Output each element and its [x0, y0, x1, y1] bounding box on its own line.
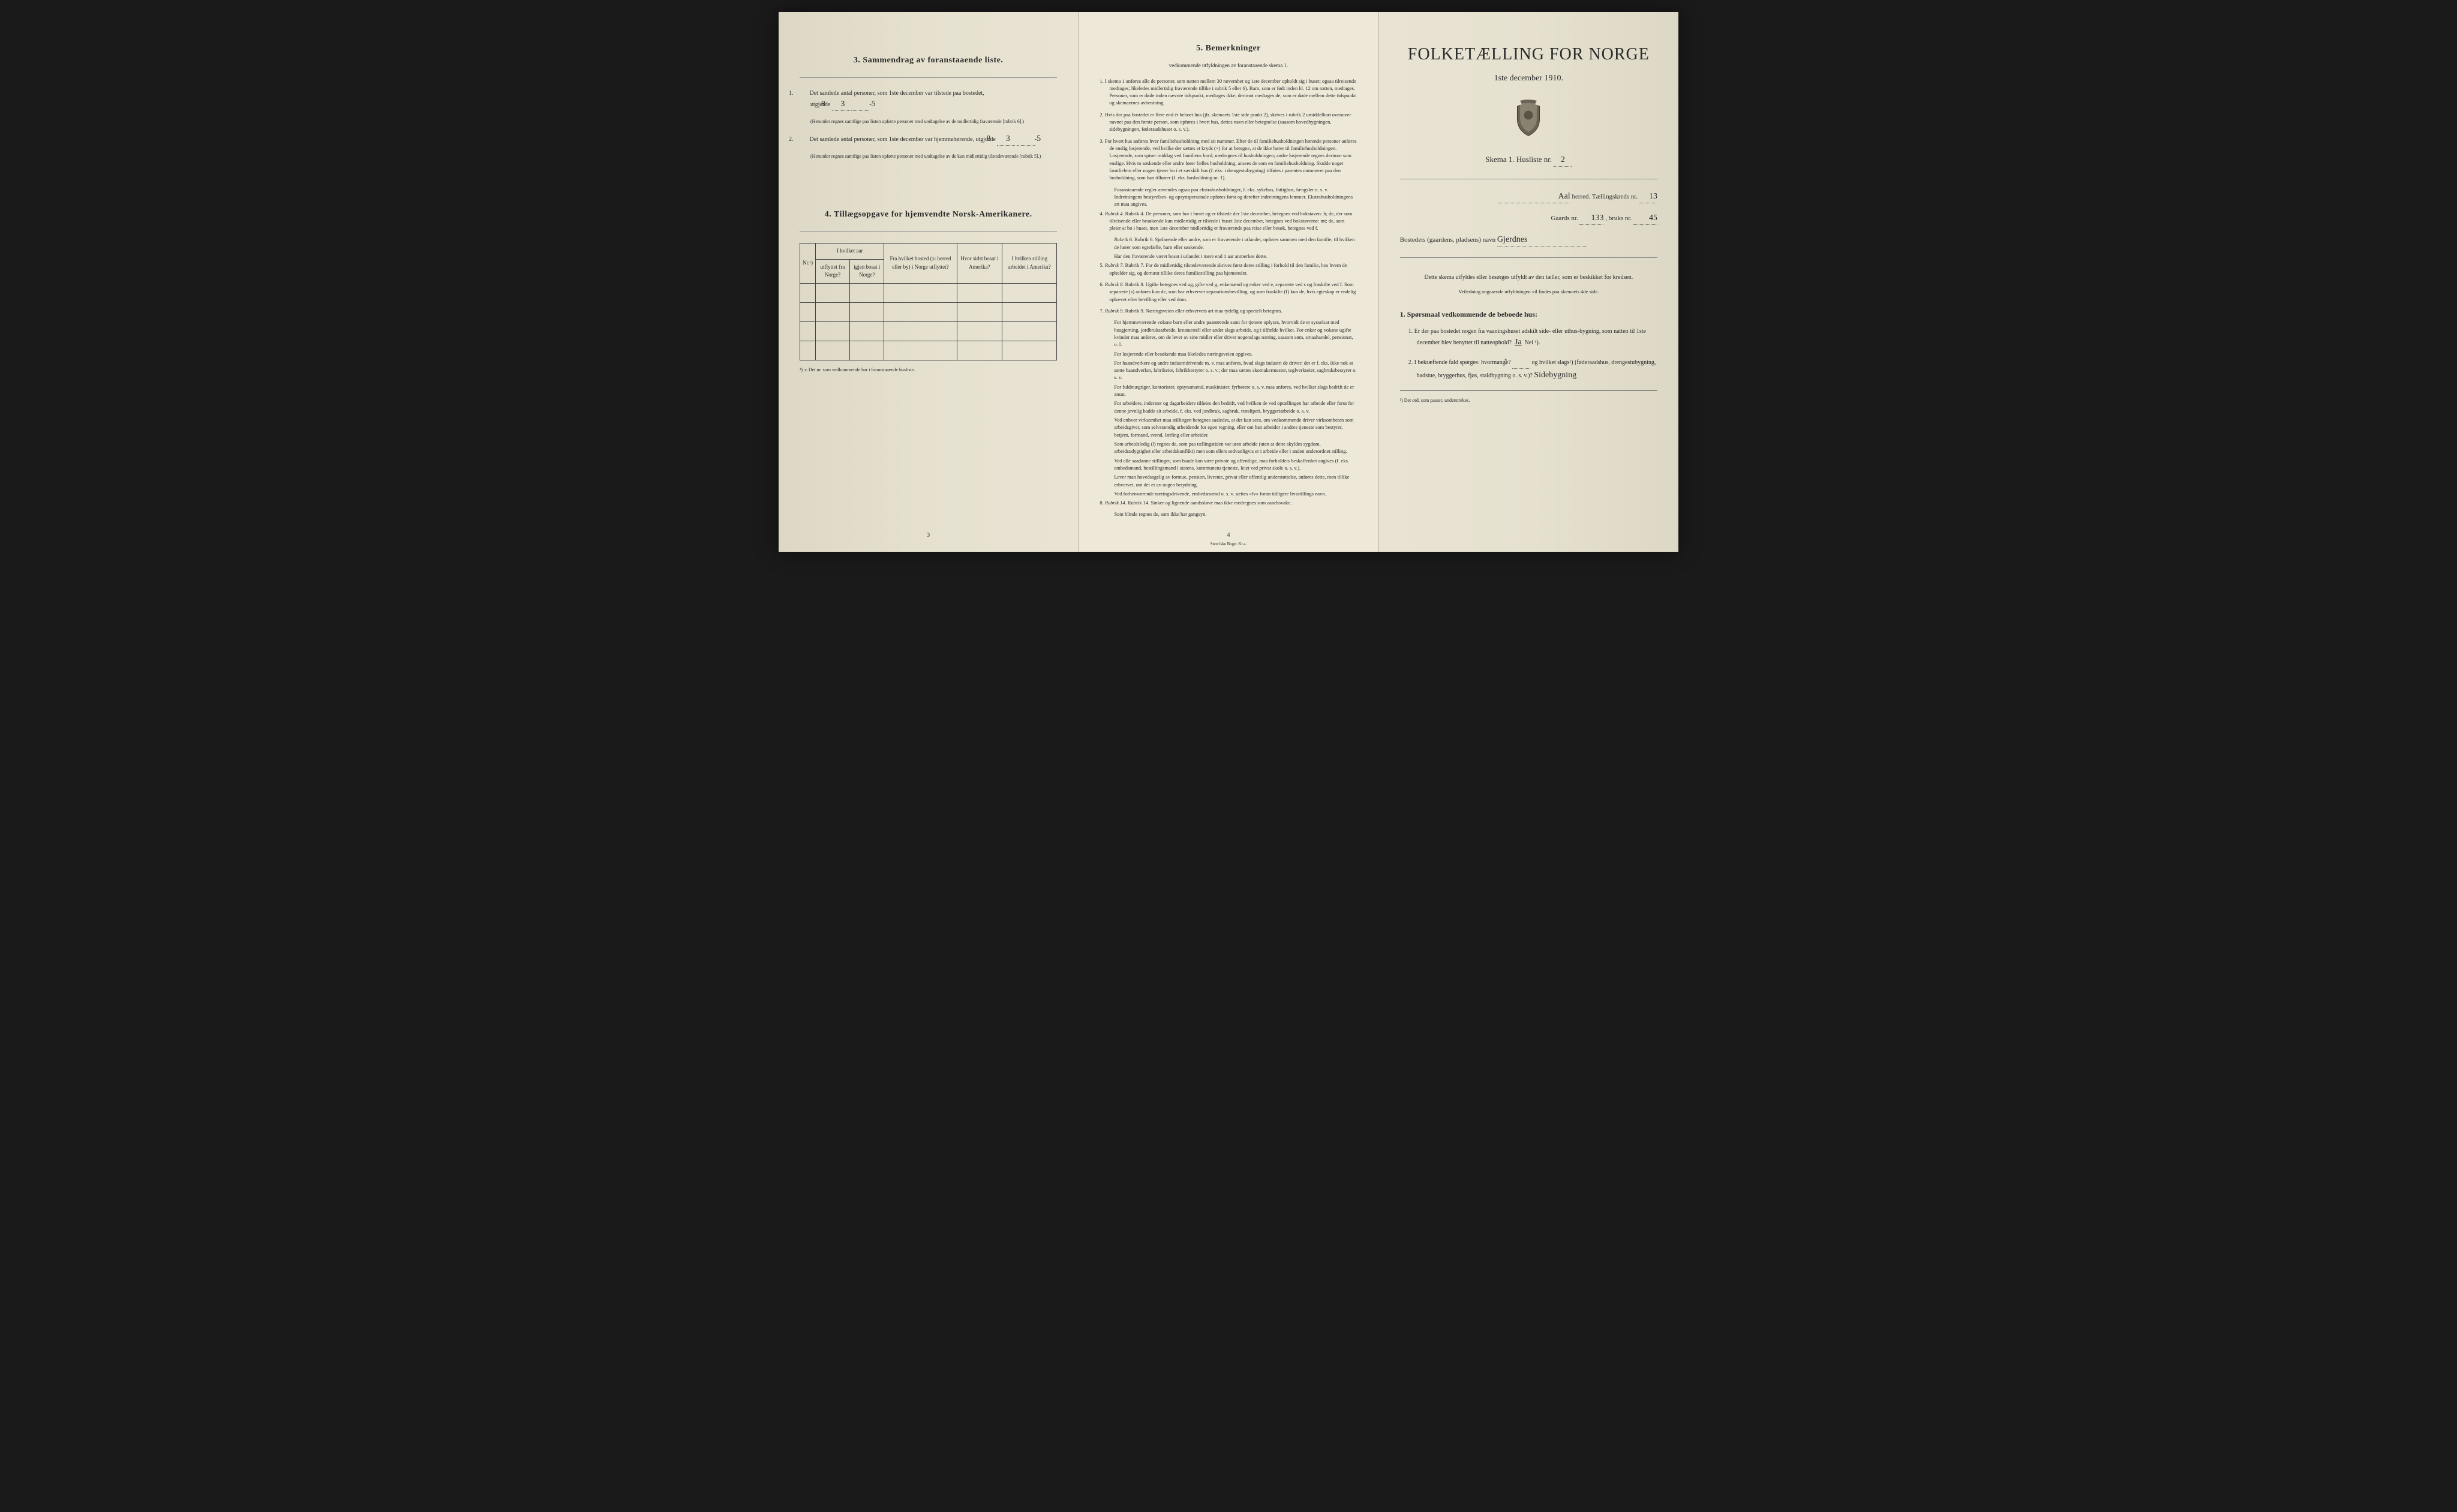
item-1-note: (Herunder regnes samtlige paa listen opf… — [800, 118, 1057, 125]
amerika-table: Nr.¹) I hvilket aar Fra hvilket bosted (… — [800, 243, 1057, 360]
remarks-list: 1. I skema 1 anføres alle de personer, s… — [1100, 77, 1357, 518]
section-4-title: 4. Tillægsopgave for hjemvendte Norsk-Am… — [800, 208, 1057, 221]
table-row — [800, 302, 1057, 321]
herred-line: Aal herred. Tællingskreds nr. 13 — [1400, 190, 1657, 203]
item-2: 2. Det samlede antal personer, som 1ste … — [800, 133, 1057, 146]
main-title: FOLKETÆLLING FOR NORGE — [1400, 42, 1657, 67]
norway-crest-icon — [1510, 100, 1546, 139]
table-row — [800, 341, 1057, 360]
printer-mark: Steen'ske Bogtr. Kr.a. — [1079, 541, 1378, 548]
item-1: 1. Det samlede antal personer, som 1ste … — [800, 89, 1057, 111]
footnote: ¹) Det ord, som passer, understrekes. — [1400, 397, 1657, 404]
census-document: 3. Sammendrag av foranstaaende liste. 1.… — [779, 12, 1678, 552]
question-title: 1. Spørsmaal vedkommende de beboede hus: — [1400, 309, 1657, 320]
col-bosat: igjen bosat i Norge? — [850, 259, 884, 283]
divider — [1400, 390, 1657, 391]
question-1: 1. Er der paa bostedet nogen fra vaaning… — [1400, 327, 1657, 348]
section-5-title: 5. Bemerkninger — [1100, 42, 1357, 55]
table-footnote: ¹) ɔ: Det nr. som vedkommende har i fora… — [800, 366, 1057, 374]
instruction-main: Dette skema utfyldes eller besørges utfy… — [1400, 273, 1657, 282]
date-subtitle: 1ste december 1910. — [1400, 72, 1657, 85]
table-row — [800, 283, 1057, 302]
page-number: 3 — [927, 531, 930, 540]
col-utflyttet: utflyttet fra Norge? — [815, 259, 849, 283]
col-amerika: Hvor sidst bosat i Amerika? — [957, 244, 1002, 284]
item-2-note: (Herunder regnes samtlige paa listen opf… — [800, 153, 1057, 160]
page-3: 3. Sammendrag av foranstaaende liste. 1.… — [779, 12, 1079, 552]
instruction-sub: Veiledning angaaende utfyldningen vil fi… — [1400, 288, 1657, 296]
section-3-title: 3. Sammendrag av foranstaaende liste. — [800, 54, 1057, 67]
bosted-line: Bostedets (gaardens, pladsens) navn Gjer… — [1400, 233, 1657, 247]
divider — [1400, 257, 1657, 258]
skema-line: Skema 1. Husliste nr. 2 — [1400, 154, 1657, 167]
page-4: 5. Bemerkninger vedkommende utfyldningen… — [1079, 12, 1378, 552]
table-row — [800, 321, 1057, 341]
section-5-subtitle: vedkommende utfyldningen av foranstaaend… — [1100, 62, 1357, 70]
col-stilling: I hvilken stilling arbeidet i Amerika? — [1002, 244, 1057, 284]
page-title: FOLKETÆLLING FOR NORGE 1ste december 191… — [1379, 12, 1678, 552]
col-nr: Nr.¹) — [800, 244, 816, 284]
page-number: 4 — [1227, 531, 1230, 540]
col-bosted: Fra hvilket bosted (ɔ: herred eller by) … — [884, 244, 957, 284]
gaard-line: Gaards nr. 133 , bruks nr. 45 — [1400, 212, 1657, 225]
col-year: I hvilket aar — [815, 244, 884, 260]
question-2: 2. I bekræftende fald spørges: hvormange… — [1400, 356, 1657, 381]
divider — [800, 77, 1057, 78]
